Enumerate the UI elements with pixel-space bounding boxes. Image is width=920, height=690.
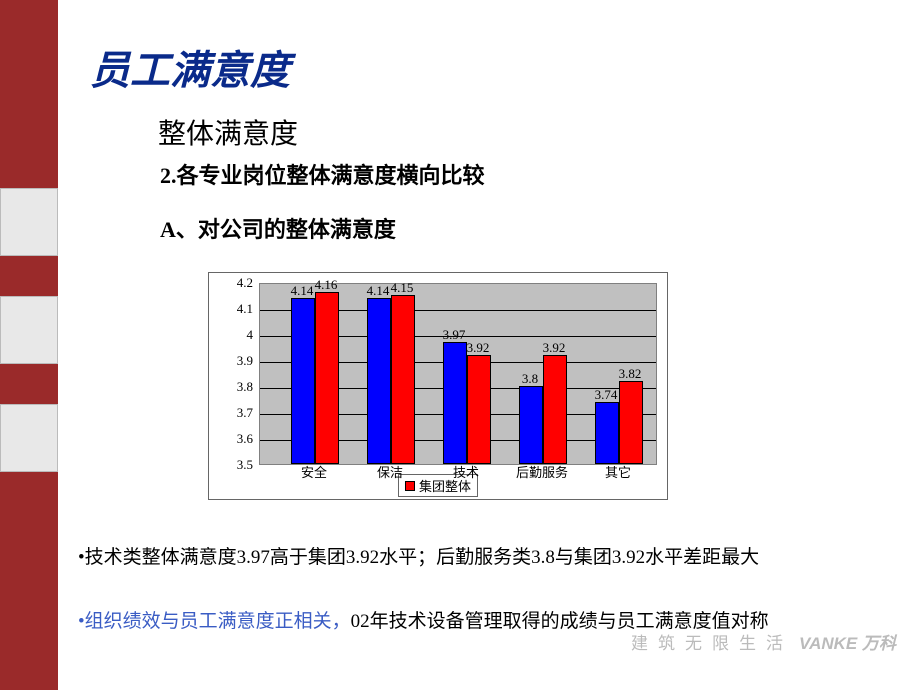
footer-tagline: 建筑无限生活: [631, 634, 793, 653]
sidebar-image-2: [0, 296, 58, 364]
main-title: 员工满意度: [90, 38, 290, 96]
subtitle: 整体满意度: [158, 112, 298, 152]
bar: [595, 402, 619, 464]
y-tick-label: 4: [209, 327, 253, 343]
x-tick-label: 后勤服务: [516, 462, 568, 481]
x-tick-label: 技术: [453, 462, 479, 481]
x-tick-label: 保洁: [377, 462, 403, 481]
bullet-point-1: •技术类整体满意度3.97高于集团3.92水平；后勤服务类3.8与集团3.92水…: [78, 544, 878, 573]
bar-value-label: 4.15: [391, 280, 414, 296]
y-tick-label: 3.9: [209, 353, 253, 369]
y-tick-label: 4.1: [209, 301, 253, 317]
bar: [391, 295, 415, 464]
y-tick-label: 3.6: [209, 431, 253, 447]
bar-value-label: 3.8: [522, 371, 538, 387]
bar-value-label: 3.82: [619, 366, 642, 382]
bar-value-label: 4.14: [291, 283, 314, 299]
bar-value-label: 4.14: [367, 283, 390, 299]
bar-value-label: 3.92: [467, 340, 490, 356]
chart-container: 集团整体 3.53.63.73.83.944.14.24.144.16安全4.1…: [208, 272, 668, 500]
legend-swatch: [405, 481, 415, 491]
section-item-a: A、对公司的整体满意度: [160, 212, 396, 244]
bar: [367, 298, 391, 464]
x-tick-label: 其它: [605, 462, 631, 481]
footer-logo: 建筑无限生活 VANKE 万科: [631, 629, 896, 654]
y-tick-label: 3.5: [209, 457, 253, 473]
bar: [619, 381, 643, 464]
footer-brand: VANKE 万科: [799, 634, 896, 653]
bar: [467, 355, 491, 464]
y-tick-label: 4.2: [209, 275, 253, 291]
y-tick-label: 3.8: [209, 379, 253, 395]
bar: [315, 292, 339, 464]
bar: [519, 386, 543, 464]
section-item-2: 2.各专业岗位整体满意度横向比较: [160, 158, 485, 190]
bar: [543, 355, 567, 464]
sidebar: [0, 0, 58, 690]
bar-value-label: 3.97: [443, 327, 466, 343]
bar-value-label: 3.74: [595, 387, 618, 403]
sidebar-image-1: [0, 188, 58, 256]
chart-plot-area: [259, 283, 657, 465]
sidebar-image-3: [0, 404, 58, 472]
bullet-2-highlight: •组织绩效与员工满意度正相关，: [78, 611, 351, 632]
y-tick-label: 3.7: [209, 405, 253, 421]
bar-value-label: 3.92: [543, 340, 566, 356]
bar: [443, 342, 467, 464]
bar-value-label: 4.16: [315, 277, 338, 293]
x-tick-label: 安全: [301, 462, 327, 481]
bar: [291, 298, 315, 464]
